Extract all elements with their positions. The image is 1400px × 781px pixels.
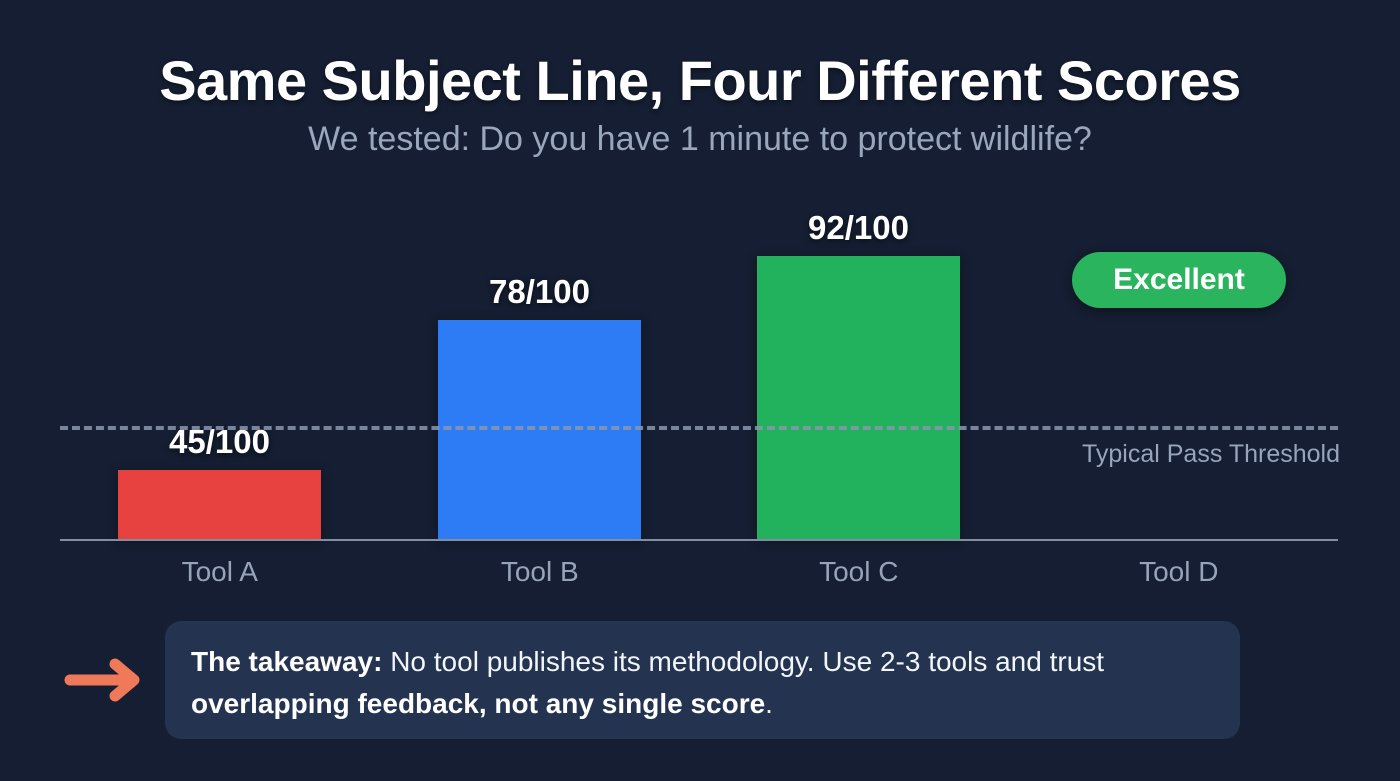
page-title: Same Subject Line, Four Different Scores (159, 49, 1241, 112)
bar-value-label: 92/100 (808, 209, 909, 246)
takeaway-emphasis: overlapping feedback, not any single sco… (191, 688, 766, 719)
takeaway-tail: . (765, 688, 773, 719)
page-subtitle: We tested: Do you have 1 minute to prote… (308, 120, 1092, 158)
tick-label-tool-b: Tool B (500, 556, 579, 587)
takeaway-text: The takeaway: No tool publishes its meth… (191, 641, 1214, 725)
bar-value-label: 78/100 (489, 273, 590, 310)
tick-label-tool-d: Tool D (1139, 556, 1219, 587)
takeaway-callout: The takeaway: No tool publishes its meth… (165, 621, 1240, 739)
status-badge: Excellent (1072, 252, 1286, 308)
bar-tool-a (118, 470, 321, 539)
bar-tool-c (757, 256, 960, 539)
tick-label-tool-c: Tool C (819, 556, 899, 587)
takeaway-mid: No tool publishes its methodology. Use 2… (382, 646, 1105, 677)
takeaway-lead: The takeaway: (191, 646, 383, 677)
tick-label-tool-a: Tool A (181, 556, 258, 587)
threshold-label: Typical Pass Threshold (1082, 440, 1340, 468)
arrow-right-icon (62, 655, 148, 710)
threshold-line (60, 426, 1338, 430)
axis-baseline (60, 539, 1338, 541)
